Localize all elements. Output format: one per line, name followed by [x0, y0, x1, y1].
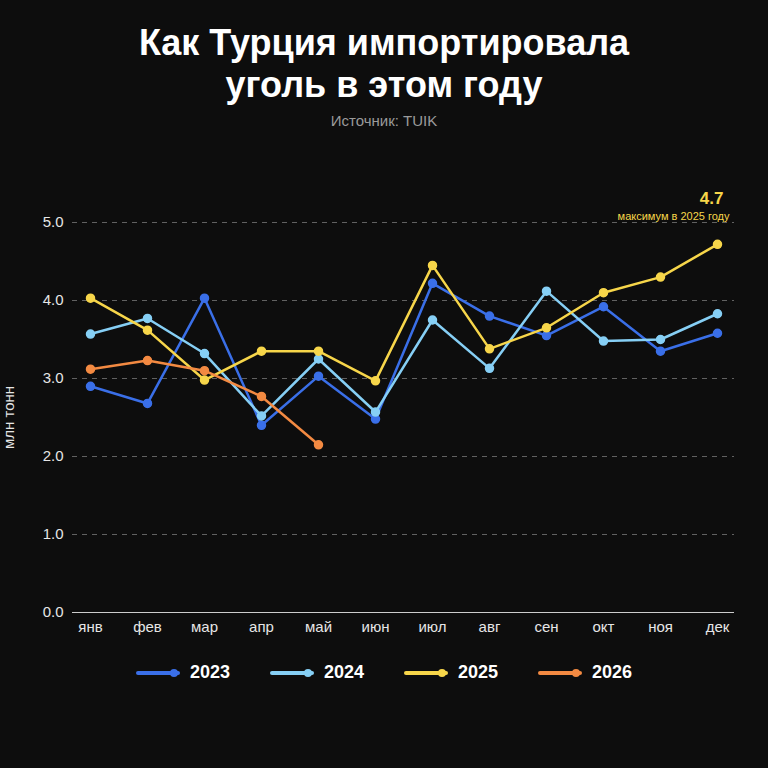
svg-text:авг: авг [479, 618, 501, 635]
svg-text:мар: мар [191, 618, 218, 635]
svg-text:ноя: ноя [648, 618, 673, 635]
svg-text:5.0: 5.0 [43, 213, 64, 230]
html-text:2024: 2024 [324, 662, 364, 682]
html-text:2026: 2026 [592, 662, 633, 682]
svg-text:апр: апр [249, 618, 274, 635]
html-text:2023: 2023 [189, 662, 230, 682]
svg-text:2.0: 2.0 [43, 447, 64, 464]
svg-text:1.0: 1.0 [43, 525, 64, 542]
svg-text:3.0: 3.0 [43, 369, 64, 386]
html-text:2025: 2025 [458, 662, 498, 682]
svg-text:млн тонн: млн тонн [0, 386, 17, 449]
svg-text:окт: окт [593, 618, 615, 635]
svg-text:дек: дек [706, 618, 730, 635]
html-text:Источник: TUIK: Источник: TUIK [330, 112, 438, 129]
svg-text:янв: янв [78, 618, 102, 635]
svg-text:0.0: 0.0 [43, 603, 64, 620]
svg-text:4.7: 4.7 [700, 189, 724, 208]
svg-text:май: май [305, 618, 332, 635]
svg-text:максимум в 2025 году: максимум в 2025 году [618, 210, 730, 222]
svg-text:сен: сен [534, 618, 558, 635]
svg-text:июл: июл [418, 618, 446, 635]
svg-text:фев: фев [133, 618, 162, 635]
svg-text:4.0: 4.0 [43, 291, 64, 308]
svg-text:июн: июн [362, 618, 390, 635]
html-text:Как Турция импортировала уголь: Как Турция импортировала уголь в этом го… [138, 22, 630, 105]
